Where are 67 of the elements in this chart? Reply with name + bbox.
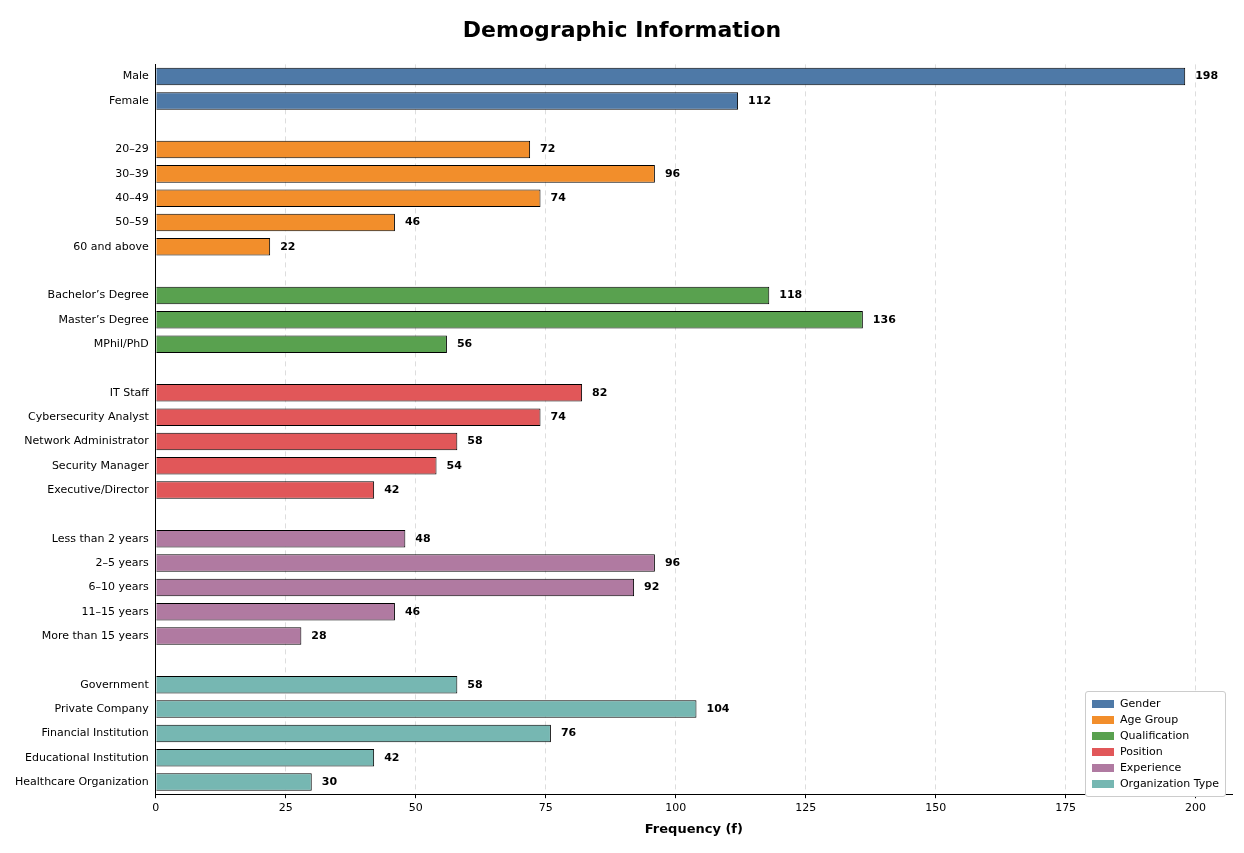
data-label: 46 xyxy=(404,215,421,229)
data-label: 96 xyxy=(664,555,681,569)
data-label: 46 xyxy=(404,604,421,618)
data-label: 56 xyxy=(456,337,473,351)
data-label: 74 xyxy=(550,410,567,423)
x-tick-label: 200 xyxy=(1185,800,1207,814)
data-label: 104 xyxy=(706,701,730,715)
y-tick-label: Less than 2 years xyxy=(51,531,150,545)
y-tick-label: MPhil/PhD xyxy=(93,337,149,351)
y-tick-label: More than 15 years xyxy=(41,628,150,642)
y-tick-label: 30–39 xyxy=(115,166,149,180)
legend-label: Qualification xyxy=(1119,728,1190,744)
y-tick-label: 20–29 xyxy=(115,142,149,156)
y-tick-label: Financial Institution xyxy=(41,726,149,740)
y-tick-label: 50–59 xyxy=(115,215,149,229)
x-axis-title: Frequency (f) xyxy=(644,820,743,836)
x-tick-label: 0 xyxy=(152,800,160,814)
x-tick-label: 150 xyxy=(925,800,947,814)
data-label: 30 xyxy=(321,774,338,788)
y-tick-label: Government xyxy=(80,677,150,691)
x-tick-label: 100 xyxy=(665,800,687,814)
y-tick-label: 60 and above xyxy=(73,239,149,253)
y-tick-label: Healthcare Organization xyxy=(15,774,149,788)
legend-label: Position xyxy=(1119,744,1163,760)
x-tick-label: 125 xyxy=(795,800,817,814)
x-tick-label: 25 xyxy=(278,800,293,814)
x-tick-label: 175 xyxy=(1055,800,1077,814)
x-tick-label: 75 xyxy=(538,800,553,814)
data-label: 42 xyxy=(384,750,400,764)
legend-label: Organization Type xyxy=(1119,776,1219,792)
y-tick-label: IT Staff xyxy=(109,385,150,399)
data-label: 74 xyxy=(550,191,567,205)
data-label: 72 xyxy=(540,142,556,156)
data-label: 96 xyxy=(664,166,681,180)
y-tick-label: Educational Institution xyxy=(25,750,149,764)
data-label: 54 xyxy=(446,458,463,472)
y-tick-label: 11–15 years xyxy=(81,604,150,618)
data-label: 22 xyxy=(280,239,296,253)
data-label: 112 xyxy=(748,93,772,107)
data-label: 136 xyxy=(872,312,897,326)
y-tick-label: Cybersecurity Analyst xyxy=(28,410,150,423)
legend-label: Gender xyxy=(1119,696,1161,712)
data-label: 58 xyxy=(467,434,483,448)
data-label: 82 xyxy=(592,385,608,399)
data-label: 58 xyxy=(467,677,483,691)
y-tick-label: Security Manager xyxy=(51,458,150,472)
legend-label: Age Group xyxy=(1119,712,1179,728)
chart-title: Demographic Information xyxy=(462,16,782,42)
y-tick-label: Master’s Degree xyxy=(58,312,150,326)
y-tick-label: Male xyxy=(122,69,149,83)
data-label: 198 xyxy=(1195,69,1219,83)
data-label: 28 xyxy=(311,628,327,642)
y-tick-label: 2–5 years xyxy=(95,555,150,569)
data-label: 48 xyxy=(415,531,431,545)
y-tick-label: Female xyxy=(109,93,149,107)
y-tick-label: Bachelor’s Degree xyxy=(47,288,149,302)
legend-label: Experience xyxy=(1119,760,1182,776)
data-label: 118 xyxy=(779,288,803,302)
y-tick-label: Network Administrator xyxy=(24,434,150,448)
data-label: 92 xyxy=(644,580,660,594)
data-label: 76 xyxy=(560,726,577,740)
y-tick-label: 40–49 xyxy=(115,191,149,205)
data-label: 42 xyxy=(384,482,400,496)
y-tick-label: Private Company xyxy=(54,701,150,715)
y-tick-label: Executive/Director xyxy=(47,482,150,496)
x-tick-label: 50 xyxy=(408,800,423,814)
y-tick-label: 6–10 years xyxy=(88,580,150,594)
